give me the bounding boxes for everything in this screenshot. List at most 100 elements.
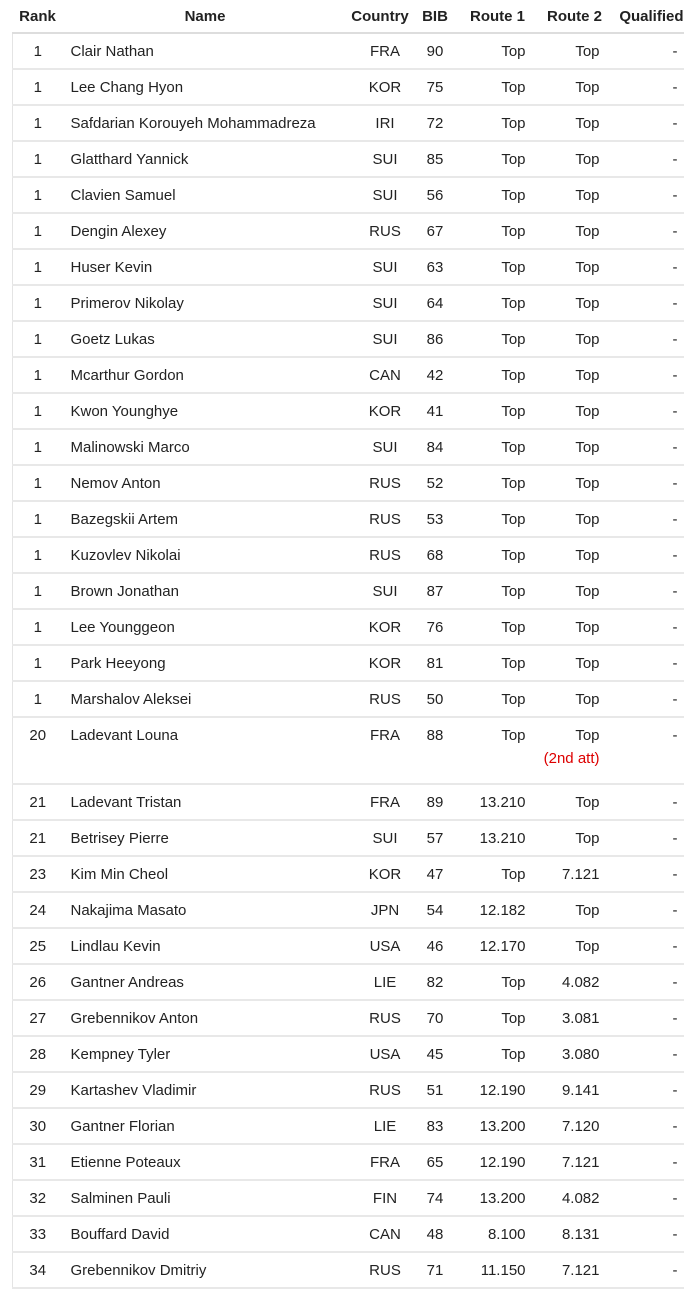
result-row: 20 Ladevant Louna FRA 88 Top Top (2nd att) - xyxy=(12,717,684,785)
country-cell: SUI xyxy=(347,573,413,610)
name-cell: Primerov Nikolay xyxy=(62,285,348,322)
country-cell: SUI xyxy=(347,285,413,322)
rank: 1 xyxy=(33,366,42,384)
name-cell: Kartashev Vladimir xyxy=(62,1072,348,1109)
route2: Top xyxy=(575,727,600,744)
result-row: 1 Clavien Samuel SUI 56 Top Top - xyxy=(12,177,684,214)
country: RUS xyxy=(369,1009,401,1027)
route1: Top xyxy=(501,258,526,276)
route1: 8.100 xyxy=(487,1225,526,1243)
result-row: 1 Goetz Lukas SUI 86 Top Top - xyxy=(12,321,684,358)
qualified-cell: - xyxy=(611,465,684,502)
name-cell: Lee Younggeon xyxy=(62,609,348,646)
country-cell: RUS xyxy=(347,1252,413,1289)
name-cell: Nemov Anton xyxy=(62,465,348,502)
country: FRA xyxy=(370,1153,400,1171)
name-cell: Mcarthur Gordon xyxy=(62,357,348,394)
name-cell: Kim Min Cheol xyxy=(62,856,348,893)
route1: 12.170 xyxy=(479,937,526,955)
bib-cell: 90 xyxy=(412,33,458,70)
route1: Top xyxy=(501,865,526,883)
qualified: - xyxy=(672,78,678,96)
name-cell: Bazegskii Artem xyxy=(62,501,348,538)
country: FRA xyxy=(370,42,400,60)
result-row: 1 Dengin Alexey RUS 67 Top Top - xyxy=(12,213,684,250)
result-row: 1 Huser Kevin SUI 63 Top Top - xyxy=(12,249,684,286)
name-cell: Gantner Florian xyxy=(62,1108,348,1145)
bib: 70 xyxy=(426,1009,444,1027)
country: KOR xyxy=(368,654,402,672)
route1-cell: Top xyxy=(457,465,538,502)
route1: Top xyxy=(501,222,526,240)
rank-cell: 20 xyxy=(12,717,63,785)
bib: 72 xyxy=(426,114,444,132)
country-cell: LIE xyxy=(347,964,413,1001)
route1: 11.150 xyxy=(480,1261,526,1279)
attempt-note: (2nd att) xyxy=(543,750,600,767)
result-row: 1 Primerov Nikolay SUI 64 Top Top - xyxy=(12,285,684,322)
column-header: Rank xyxy=(12,0,63,34)
route1: 12.190 xyxy=(479,1081,526,1099)
result-row: 25 Lindlau Kevin USA 46 12.170 Top - xyxy=(12,928,684,965)
result-row: 32 Salminen Pauli FIN 74 13.200 4.082 - xyxy=(12,1180,684,1217)
bib-cell: 50 xyxy=(412,681,458,718)
name: Betrisey Pierre xyxy=(70,829,169,847)
rank-cell: 21 xyxy=(12,820,63,857)
country: SUI xyxy=(372,330,398,348)
rank: 27 xyxy=(29,1009,47,1027)
name: Ladevant Tristan xyxy=(70,793,182,811)
name-cell: Kwon Younghye xyxy=(62,393,348,430)
route1: Top xyxy=(501,114,526,132)
rank-cell: 1 xyxy=(12,213,63,250)
route1: Top xyxy=(501,690,526,708)
qualified: - xyxy=(672,474,678,492)
bib-cell: 46 xyxy=(412,928,458,965)
bib: 87 xyxy=(426,582,444,600)
route2-cell: 7.121 xyxy=(537,856,612,893)
bib: 85 xyxy=(426,150,444,168)
country-cell: IRI xyxy=(347,105,413,142)
rank: 1 xyxy=(33,510,42,528)
country-cell: SUI xyxy=(347,249,413,286)
name: Lindlau Kevin xyxy=(70,937,161,955)
result-row: 27 Grebennikov Anton RUS 70 Top 3.081 - xyxy=(12,1000,684,1037)
bib-cell: 72 xyxy=(412,105,458,142)
route1-cell: Top xyxy=(457,609,538,646)
result-row: 26 Gantner Andreas LIE 82 Top 4.082 - xyxy=(12,964,684,1001)
country: JPN xyxy=(370,901,400,919)
route1-cell: 12.190 xyxy=(457,1144,538,1181)
bib: 71 xyxy=(426,1261,444,1279)
route1-cell: Top xyxy=(457,1036,538,1073)
qualified-cell: - xyxy=(611,1252,684,1289)
route2: Top xyxy=(575,901,600,919)
country-cell: SUI xyxy=(347,141,413,178)
result-row: 21 Betrisey Pierre SUI 57 13.210 Top - xyxy=(12,820,684,857)
country: FRA xyxy=(370,793,400,811)
qualified: - xyxy=(672,973,678,991)
qualified-cell: - xyxy=(611,1180,684,1217)
route2: Top xyxy=(575,186,600,204)
country-cell: RUS xyxy=(347,537,413,574)
bib: 45 xyxy=(426,1045,444,1063)
qualified-cell: - xyxy=(611,928,684,965)
route1: Top xyxy=(501,474,526,492)
name-cell: Gantner Andreas xyxy=(62,964,348,1001)
qualified: - xyxy=(672,1189,678,1207)
country: CAN xyxy=(369,366,401,384)
rank-cell: 24 xyxy=(12,892,63,929)
column-header: Name xyxy=(62,0,348,34)
qualified: - xyxy=(672,510,678,528)
rank: 1 xyxy=(33,186,42,204)
bib: 67 xyxy=(426,222,444,240)
route1: 13.200 xyxy=(479,1117,526,1135)
bib-cell: 48 xyxy=(412,1216,458,1253)
bib: 89 xyxy=(426,793,444,811)
route1-cell: Top xyxy=(457,357,538,394)
qualified-cell: - xyxy=(611,285,684,322)
bib: 74 xyxy=(426,1189,444,1207)
name: Primerov Nikolay xyxy=(70,294,184,312)
bib-cell: 82 xyxy=(412,964,458,1001)
route2-cell: Top xyxy=(537,213,612,250)
bib-cell: 41 xyxy=(412,393,458,430)
bib: 63 xyxy=(426,258,444,276)
